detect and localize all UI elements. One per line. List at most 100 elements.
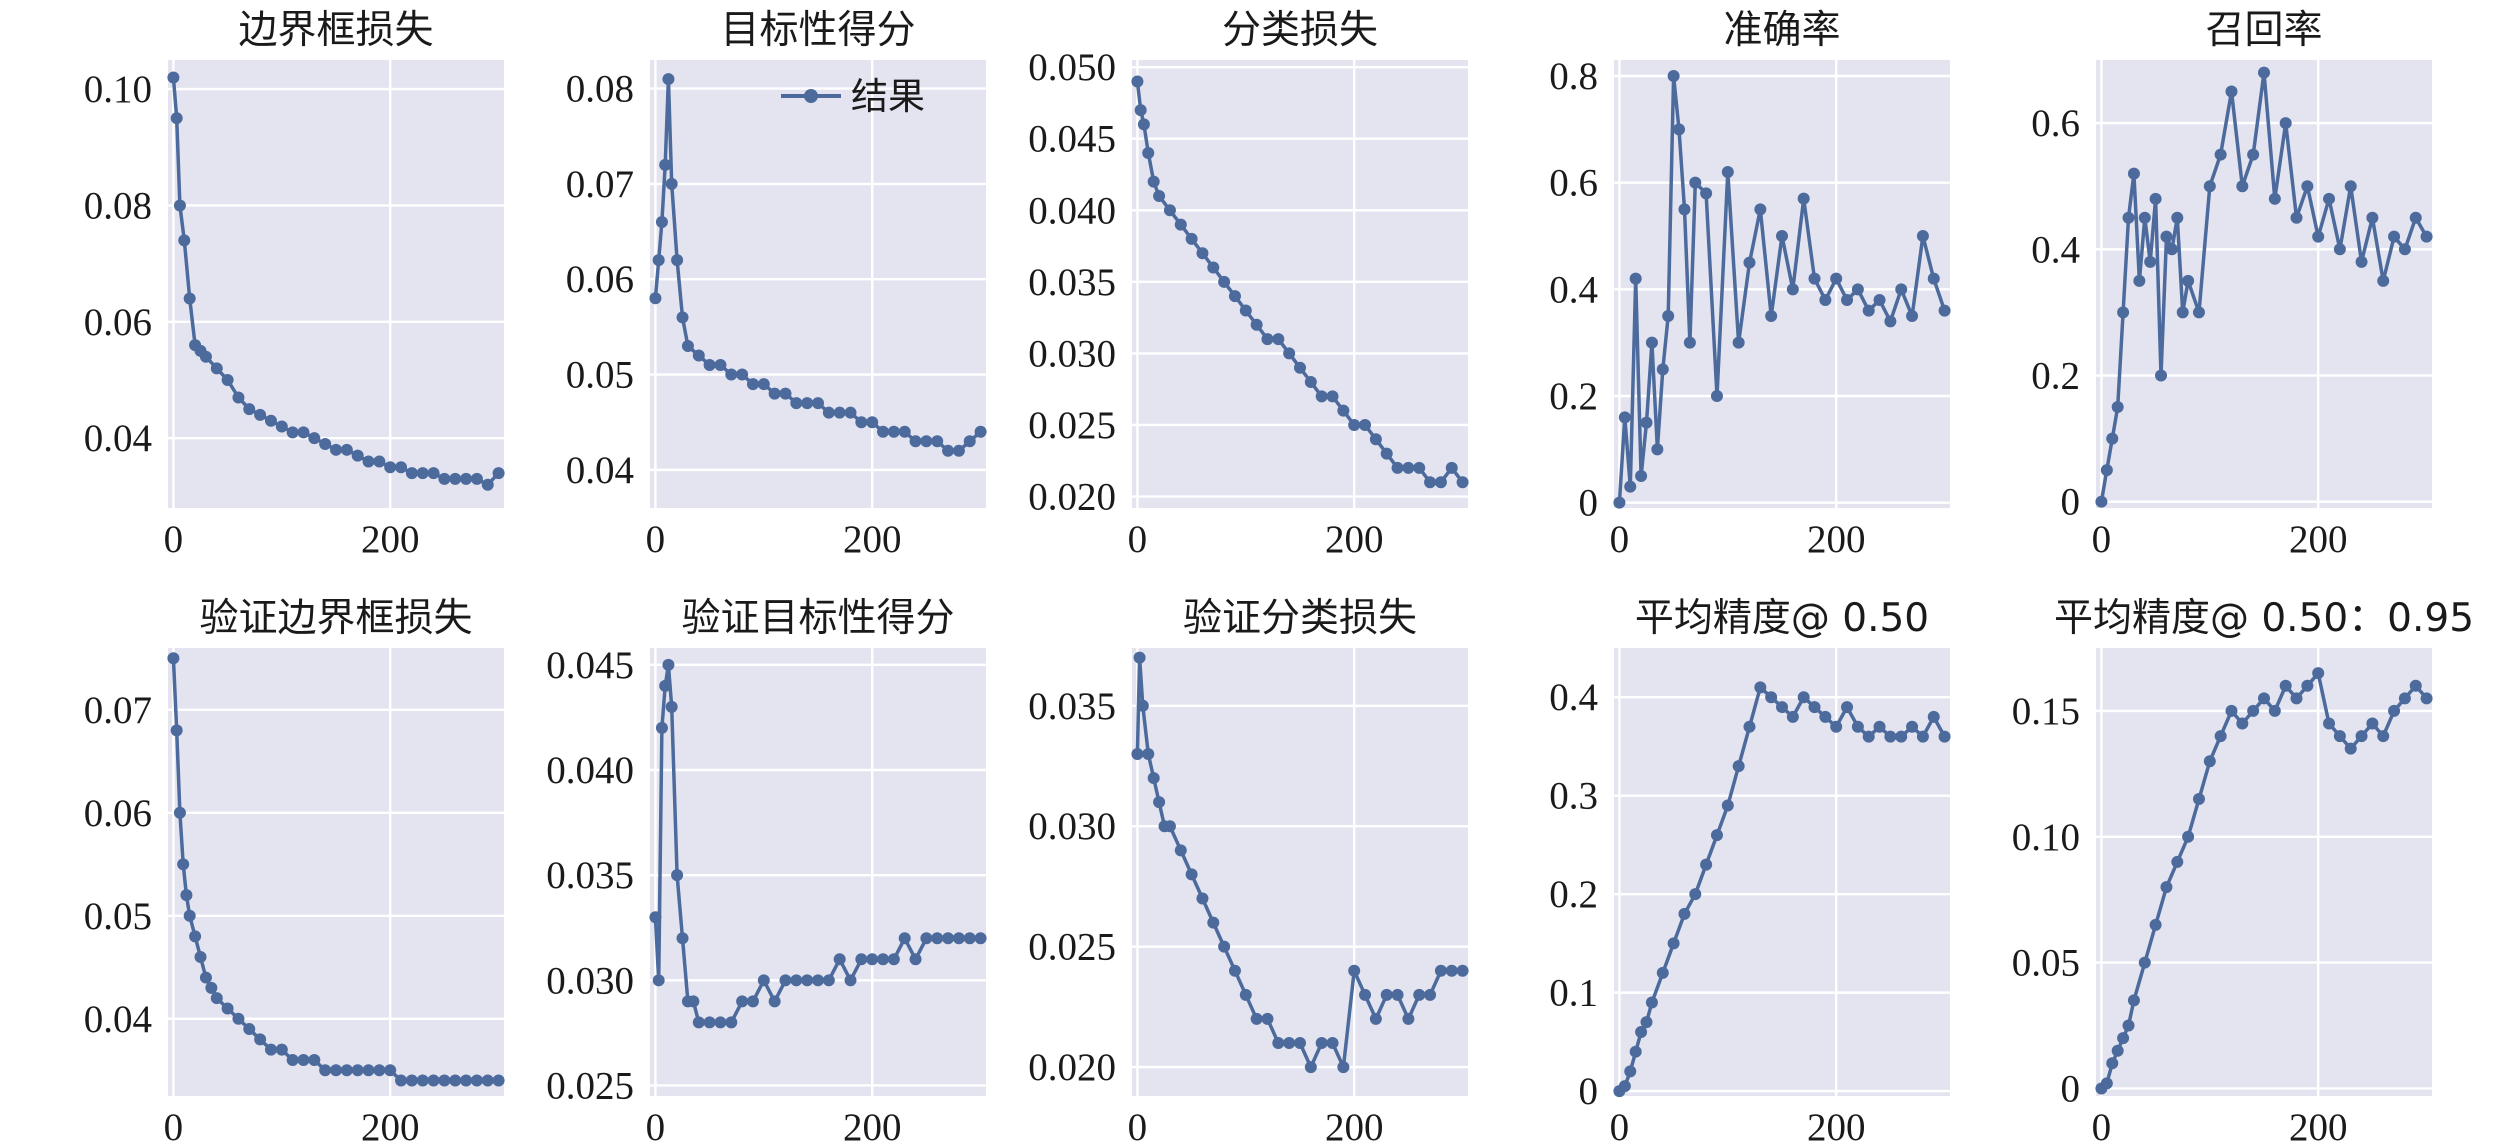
data-point <box>416 1074 429 1087</box>
data-point <box>1743 256 1756 269</box>
data-point <box>199 350 212 363</box>
x-tick-label: 0 <box>1610 518 1630 561</box>
series-line <box>1618 685 1947 1093</box>
data-point <box>183 292 196 305</box>
x-tick-label: 0 <box>1128 518 1148 561</box>
data-point <box>1629 1045 1642 1058</box>
data-point <box>1618 1080 1631 1093</box>
data-point <box>2420 230 2433 243</box>
data-point <box>2420 692 2433 705</box>
data-point <box>1147 175 1160 188</box>
chart-panel-2: 目标性得分 0.04 0.05 0.06 0.07 0.08 0 200 结果 <box>566 8 987 561</box>
data-point <box>2301 180 2314 193</box>
data-point <box>2323 717 2336 730</box>
data-point <box>963 435 976 448</box>
x-tick-label: 0 <box>164 518 184 561</box>
data-point <box>2117 306 2130 319</box>
data-point <box>768 387 781 400</box>
data-point <box>1163 820 1176 833</box>
data-point <box>2290 692 2303 705</box>
data-point <box>1337 1061 1350 1074</box>
data-point <box>243 1023 256 1036</box>
plot-area <box>168 648 504 1096</box>
x-tick-label: 200 <box>843 518 902 561</box>
data-point <box>812 974 824 987</box>
data-point <box>833 406 846 419</box>
data-point <box>1136 699 1149 712</box>
data-point <box>1656 966 1669 979</box>
data-point <box>438 1074 451 1087</box>
data-point <box>1689 176 1702 189</box>
data-point <box>177 858 190 871</box>
data-point <box>1667 70 1680 82</box>
data-point <box>1830 720 1843 733</box>
data-point <box>264 1043 277 1056</box>
data-point <box>2225 85 2238 98</box>
data-point <box>1797 691 1810 704</box>
data-point <box>1624 1065 1637 1078</box>
data-point <box>395 1074 408 1087</box>
data-point <box>687 995 700 1008</box>
data-point <box>1434 964 1447 977</box>
data-point <box>254 1033 267 1046</box>
data-point <box>676 311 689 324</box>
y-tick-label: 0.04 <box>566 449 634 492</box>
chart-title: 边界框损失 <box>238 8 433 53</box>
data-point <box>2377 274 2390 287</box>
data-point <box>210 362 223 375</box>
data-point <box>2214 730 2227 743</box>
data-point <box>662 73 675 86</box>
data-point <box>1133 651 1146 664</box>
data-point <box>877 953 890 966</box>
data-point <box>2355 255 2368 268</box>
data-point <box>2333 730 2346 743</box>
data-point <box>2388 704 2401 717</box>
data-point <box>1250 1012 1263 1025</box>
data-point <box>665 177 678 190</box>
data-point <box>2127 167 2140 180</box>
y-tick-label: 0.15 <box>2012 690 2080 733</box>
y-tick-label: 0.05 <box>566 354 634 397</box>
data-point <box>757 974 770 987</box>
data-point <box>1445 964 1458 977</box>
data-point <box>308 1053 321 1066</box>
data-point <box>1348 964 1361 977</box>
data-point <box>887 953 900 966</box>
data-point <box>173 806 186 819</box>
data-point <box>2144 255 2157 268</box>
data-point <box>1185 232 1198 245</box>
data-point <box>2388 230 2401 243</box>
data-point <box>2106 432 2119 445</box>
chart-title: 准确率 <box>1723 8 1840 53</box>
data-point <box>1413 461 1426 474</box>
data-point <box>2366 211 2379 224</box>
data-point <box>481 1074 494 1087</box>
data-point <box>1797 192 1810 205</box>
data-point <box>183 909 196 922</box>
data-point <box>1656 363 1669 376</box>
data-point <box>736 368 749 381</box>
data-point <box>351 1064 364 1077</box>
data-point <box>898 932 911 945</box>
data-point <box>2133 274 2146 287</box>
data-point <box>833 953 846 966</box>
data-point <box>2398 243 2411 256</box>
y-tick-label: 0.045 <box>546 644 634 687</box>
data-point <box>1624 480 1637 493</box>
data-point <box>1153 796 1166 809</box>
data-point <box>1456 964 1469 977</box>
data-point <box>2312 667 2325 680</box>
data-point <box>942 444 955 457</box>
data-point <box>2301 679 2314 692</box>
data-point <box>449 1074 462 1087</box>
data-point <box>1862 730 1875 743</box>
data-point <box>1326 1037 1339 1050</box>
x-tick-label: 200 <box>1807 518 1866 561</box>
data-point <box>2409 211 2422 224</box>
data-point <box>1683 336 1696 349</box>
data-point <box>736 995 749 1008</box>
data-point <box>470 472 483 485</box>
data-point <box>2258 692 2270 705</box>
data-point <box>1137 118 1150 131</box>
